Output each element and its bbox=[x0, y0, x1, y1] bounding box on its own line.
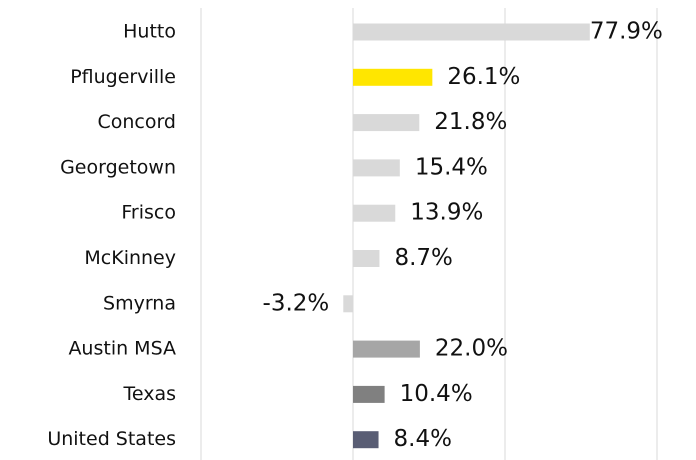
value-label: 13.9% bbox=[410, 200, 483, 226]
category-label: McKinney bbox=[84, 247, 176, 269]
category-label: Pflugerville bbox=[70, 66, 176, 88]
value-label: 21.8% bbox=[434, 109, 507, 135]
category-label: Hutto bbox=[123, 21, 176, 43]
category-label: Austin MSA bbox=[68, 338, 176, 360]
bar bbox=[353, 385, 385, 403]
category-label: Georgetown bbox=[60, 156, 176, 178]
bar bbox=[353, 68, 433, 86]
value-label: 77.9% bbox=[590, 19, 663, 45]
category-label: Texas bbox=[122, 383, 176, 405]
category-label: United States bbox=[47, 428, 176, 450]
value-label: 15.4% bbox=[415, 154, 488, 180]
value-label: 8.7% bbox=[394, 245, 452, 271]
category-label: Frisco bbox=[121, 202, 176, 224]
value-label: -3.2% bbox=[263, 290, 330, 316]
bar bbox=[353, 250, 380, 267]
bar bbox=[353, 204, 396, 222]
category-label: Smyrna bbox=[103, 292, 176, 314]
bar bbox=[353, 114, 420, 132]
bar bbox=[353, 159, 400, 177]
bar bbox=[353, 431, 379, 449]
category-label: Concord bbox=[97, 111, 176, 133]
bar bbox=[353, 340, 420, 358]
bar bbox=[343, 295, 353, 313]
value-label: 10.4% bbox=[400, 381, 473, 407]
value-label: 8.4% bbox=[394, 426, 452, 452]
bar bbox=[353, 23, 590, 41]
value-label: 26.1% bbox=[447, 64, 520, 90]
value-label: 22.0% bbox=[435, 336, 508, 362]
